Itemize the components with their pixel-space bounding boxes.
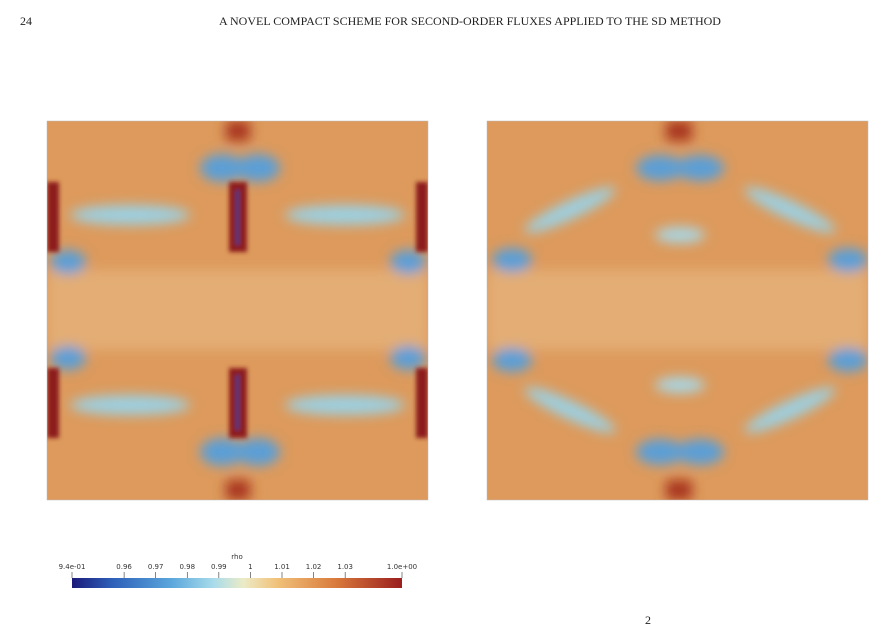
density-field-left	[47, 121, 428, 500]
colorbar-tick-label: 1.01	[274, 563, 290, 571]
colorbar-ticks: 9.4e-01 0.96 0.97 0.98 0.99 1 1.01 1.02 1.03 1.0e…	[59, 563, 417, 578]
colorbar-tick-label: 0.99	[211, 563, 227, 571]
footer-fragment: 2	[645, 613, 651, 627]
colorbar-title: rho	[231, 553, 242, 561]
density-field-right	[487, 121, 868, 500]
running-title: A NOVEL COMPACT SCHEME FOR SECOND-ORDER …	[219, 14, 721, 28]
colorbar	[72, 578, 402, 588]
frame	[46, 120, 429, 501]
colorbar-tick-label: 1.03	[337, 563, 353, 571]
frame	[486, 120, 869, 501]
colorbar-tick-label: 9.4e-01	[59, 563, 86, 571]
colorbar-tick-label: 1.02	[306, 563, 322, 571]
colorbar-tick-label: 1.0e+00	[387, 563, 417, 571]
colorbar-tick-label: 0.97	[148, 563, 164, 571]
colorbar-tick-label: 0.98	[179, 563, 195, 571]
colorbar-tick-label: 1	[248, 563, 252, 571]
page-number: 24	[20, 14, 32, 28]
colorbar-tick-label: 0.96	[116, 563, 132, 571]
